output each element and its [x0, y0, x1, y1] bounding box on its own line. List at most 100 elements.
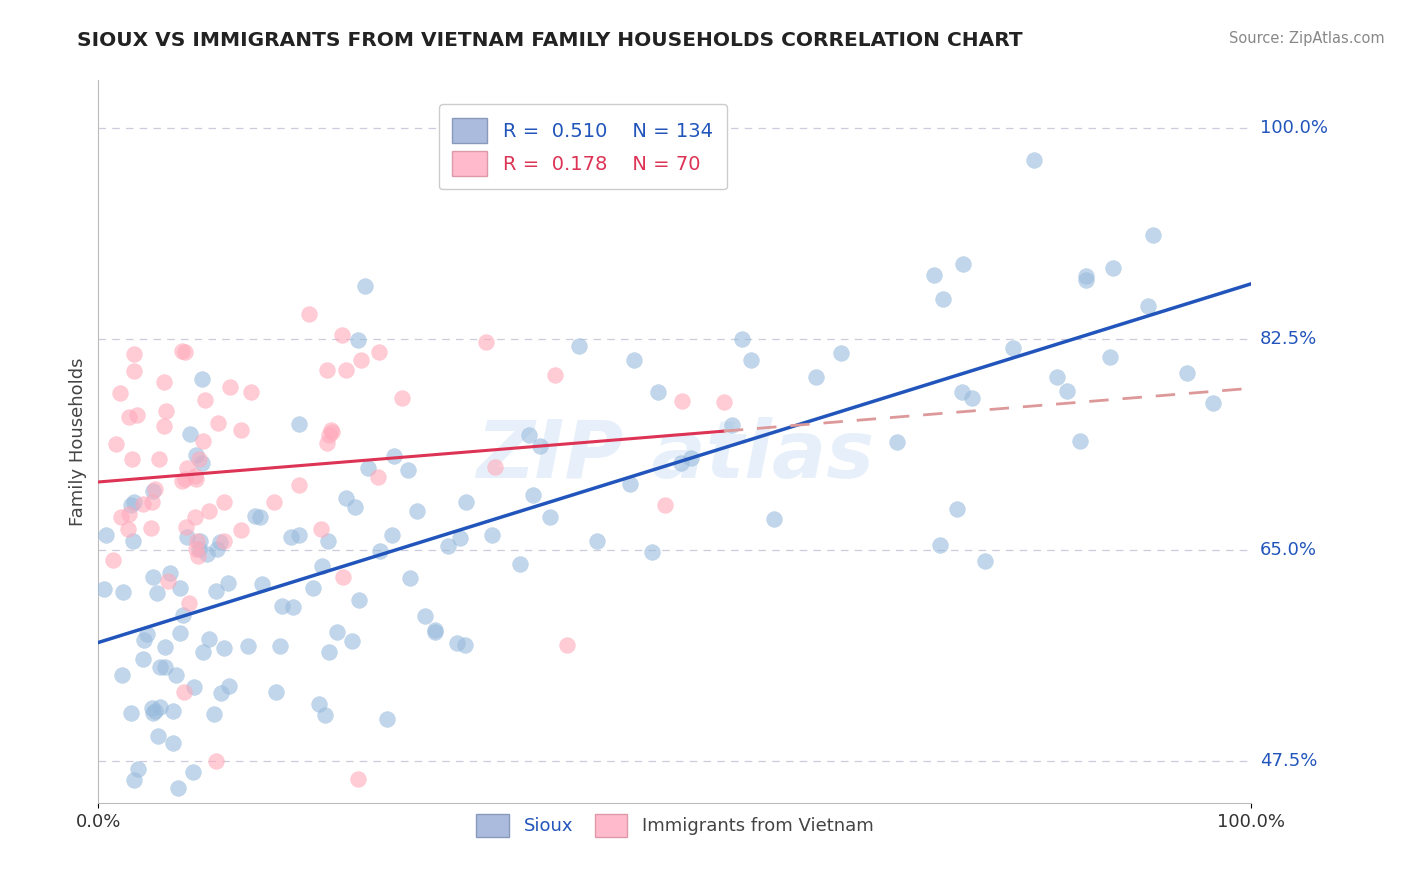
Point [623, 353, 645, 368]
Point [318, 428, 340, 442]
Point [174, 519, 197, 533]
Point [413, 609, 436, 624]
Point [205, 583, 228, 598]
Point [162, 705, 184, 719]
Point [122, 364, 145, 378]
Point [136, 627, 159, 641]
Point [184, 509, 207, 524]
Point [368, 544, 391, 558]
Point [287, 478, 309, 492]
Legend: Sioux, Immigrants from Vietnam: Sioux, Immigrants from Vietnam [470, 806, 880, 845]
Point [155, 404, 177, 418]
Point [141, 701, 163, 715]
Point [950, 385, 973, 400]
Point [346, 772, 368, 786]
Point [280, 530, 302, 544]
Point [167, 780, 190, 795]
Point [396, 463, 419, 477]
Point [101, 553, 124, 567]
Point [120, 498, 142, 512]
Point [108, 386, 131, 401]
Point [1002, 341, 1025, 355]
Point [406, 504, 429, 518]
Point [960, 391, 983, 405]
Point [170, 344, 193, 359]
Point [141, 495, 163, 509]
Point [1069, 434, 1091, 448]
Point [186, 541, 208, 556]
Point [922, 268, 945, 282]
Point [204, 754, 226, 768]
Point [1142, 228, 1164, 243]
Point [212, 640, 235, 655]
Point [142, 484, 165, 499]
Point [183, 764, 205, 779]
Point [186, 534, 208, 549]
Point [309, 522, 332, 536]
Point [946, 502, 969, 516]
Point [149, 660, 172, 674]
Point [205, 541, 228, 556]
Point [149, 700, 172, 714]
Point [186, 472, 208, 486]
Point [191, 456, 214, 470]
Point [350, 352, 373, 367]
Point [187, 542, 209, 557]
Point [928, 537, 950, 551]
Point [120, 706, 142, 721]
Point [456, 494, 478, 508]
Point [142, 706, 165, 721]
Point [481, 528, 503, 542]
Point [212, 494, 235, 508]
Point [231, 524, 253, 538]
Point [153, 418, 176, 433]
Point [302, 581, 325, 595]
Point [381, 528, 404, 542]
Point [105, 437, 128, 451]
Point [190, 371, 212, 385]
Point [250, 576, 273, 591]
Point [142, 569, 165, 583]
Point [619, 477, 641, 491]
Point [179, 427, 201, 442]
Point [330, 327, 353, 342]
Point [176, 530, 198, 544]
Point [731, 332, 754, 346]
Point [143, 483, 166, 497]
Point [146, 729, 169, 743]
Point [568, 339, 591, 353]
Point [391, 391, 413, 405]
Point [148, 451, 170, 466]
Point [153, 640, 176, 654]
Point [314, 708, 336, 723]
Point [762, 512, 785, 526]
Point [1046, 370, 1069, 384]
Point [517, 427, 540, 442]
Point [191, 644, 214, 658]
Point [169, 626, 191, 640]
Point [1074, 272, 1097, 286]
Point [830, 346, 852, 360]
Point [94, 528, 117, 542]
Point [122, 533, 145, 548]
Point [187, 451, 209, 466]
Point [319, 423, 342, 437]
Point [240, 384, 263, 399]
Point [886, 435, 908, 450]
Point [354, 278, 377, 293]
Point [347, 592, 370, 607]
Point [283, 599, 305, 614]
Point [197, 632, 219, 647]
Point [269, 639, 291, 653]
Point [218, 380, 240, 394]
Point [231, 423, 253, 437]
Point [117, 523, 139, 537]
Point [198, 504, 221, 518]
Point [446, 636, 468, 650]
Point [122, 495, 145, 509]
Point [217, 576, 239, 591]
Point [454, 639, 477, 653]
Point [316, 363, 339, 377]
Point [177, 596, 200, 610]
Point [288, 528, 311, 542]
